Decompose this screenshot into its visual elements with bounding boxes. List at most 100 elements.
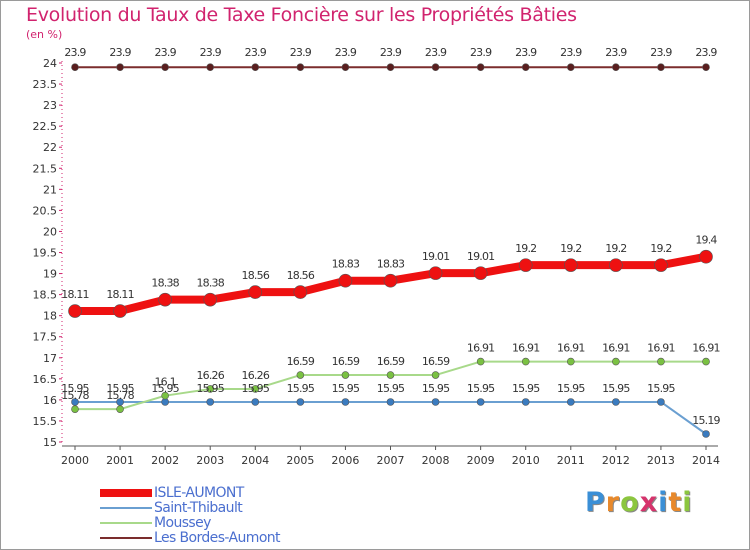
data-label: 16.26 — [196, 369, 224, 382]
y-tick-label: 17 — [43, 352, 57, 365]
data-label: 16.91 — [557, 342, 585, 355]
data-point — [116, 405, 124, 413]
y-tick-label: 22 — [43, 141, 57, 154]
x-tick-label: 2012 — [602, 454, 630, 467]
y-tick-label: 20 — [43, 225, 57, 238]
data-point — [657, 398, 665, 406]
x-tick-label: 2009 — [467, 454, 495, 467]
data-point — [702, 357, 710, 366]
data-point — [296, 398, 305, 406]
unit-label: (en %) — [26, 28, 63, 41]
data-point — [612, 398, 620, 406]
data-label: 23.9 — [154, 46, 176, 59]
data-label: 15.95 — [332, 382, 360, 395]
data-label: 15.95 — [557, 382, 585, 395]
data-point — [161, 391, 169, 400]
x-tick-label: 2010 — [512, 454, 540, 467]
series-isle-aumont — [68, 249, 713, 318]
data-label: 18.56 — [242, 269, 270, 282]
series-line — [75, 400, 707, 435]
y-tick-label: 22.5 — [33, 120, 58, 133]
x-tick-label: 2005 — [286, 454, 314, 467]
data-label: 23.9 — [290, 46, 312, 59]
data-label: 19.2 — [605, 242, 626, 255]
y-tick-label: 21.5 — [33, 162, 58, 175]
legend-label: Moussey — [154, 515, 211, 531]
x-tick-label: 2013 — [647, 454, 675, 467]
data-point — [386, 398, 395, 406]
data-point — [521, 398, 530, 406]
data-point — [296, 63, 305, 72]
data-label: 23.9 — [64, 46, 86, 59]
series-moussey — [71, 357, 710, 413]
data-point — [702, 63, 710, 72]
data-point — [296, 371, 305, 379]
y-tick-label: 24 — [43, 57, 57, 70]
data-point — [521, 357, 530, 366]
logo-letter: o — [620, 487, 640, 518]
y-tick-label: 18.5 — [33, 289, 58, 302]
data-point — [654, 258, 668, 272]
logo-letter: i — [658, 487, 669, 518]
data-point — [431, 371, 440, 379]
y-tick-label: 23.5 — [33, 78, 58, 91]
legend-label: ISLE-AUMONT — [154, 485, 244, 501]
data-point — [206, 398, 215, 406]
data-label: 19.4 — [695, 234, 717, 247]
data-point — [383, 273, 398, 288]
data-point — [612, 357, 620, 366]
data-point — [612, 63, 620, 72]
data-label: 16.91 — [467, 342, 495, 355]
logo-letter: i — [682, 487, 693, 518]
data-label: 15.19 — [692, 414, 720, 427]
legend-label: Saint-Thibault — [154, 500, 243, 516]
data-point — [518, 258, 533, 272]
data-point — [657, 63, 665, 72]
data-point — [71, 63, 79, 72]
x-tick-label: 2000 — [61, 454, 89, 467]
legend-swatch — [100, 537, 152, 539]
y-tick-label: 19 — [43, 268, 57, 281]
data-label: 15.95 — [377, 382, 405, 395]
data-point — [473, 266, 488, 280]
data-point — [566, 398, 575, 406]
data-point — [341, 371, 350, 379]
logo-letter: x — [639, 487, 659, 518]
x-tick-label: 2004 — [241, 454, 269, 467]
data-point — [566, 63, 575, 72]
data-label: 15.78 — [106, 389, 134, 402]
data-point — [158, 292, 172, 307]
data-point — [702, 430, 710, 438]
data-point — [341, 63, 350, 72]
data-point — [428, 266, 443, 280]
data-label: 23.9 — [245, 46, 267, 59]
data-label: 15.95 — [196, 382, 224, 395]
data-label: 23.9 — [380, 46, 402, 59]
y-tick-label: 18 — [43, 310, 57, 323]
series-layer — [68, 63, 713, 438]
data-point — [68, 304, 82, 318]
data-label: 18.11 — [61, 288, 89, 301]
x-tick-label: 2002 — [151, 454, 179, 467]
data-label: 16.59 — [287, 355, 315, 368]
data-label: 19.2 — [650, 242, 671, 255]
data-point — [341, 398, 350, 406]
data-label: 15.95 — [106, 382, 134, 395]
data-label: 18.38 — [196, 277, 224, 290]
data-label: 15.95 — [647, 382, 675, 395]
data-label: 23.9 — [560, 46, 582, 59]
data-label: 16.26 — [242, 369, 270, 382]
data-label: 23.9 — [335, 46, 357, 59]
data-label: 16.91 — [512, 342, 540, 355]
data-point — [338, 273, 353, 288]
data-point — [206, 385, 215, 393]
data-label: 16.91 — [692, 342, 720, 355]
data-label: 18.11 — [106, 288, 134, 301]
data-label: 16.59 — [332, 355, 360, 368]
data-label: 19.01 — [422, 250, 450, 263]
data-label: 15.95 — [467, 382, 495, 395]
legend-swatch — [100, 507, 152, 509]
data-label: 16.91 — [602, 342, 630, 355]
data-label: 15.95 — [422, 382, 450, 395]
